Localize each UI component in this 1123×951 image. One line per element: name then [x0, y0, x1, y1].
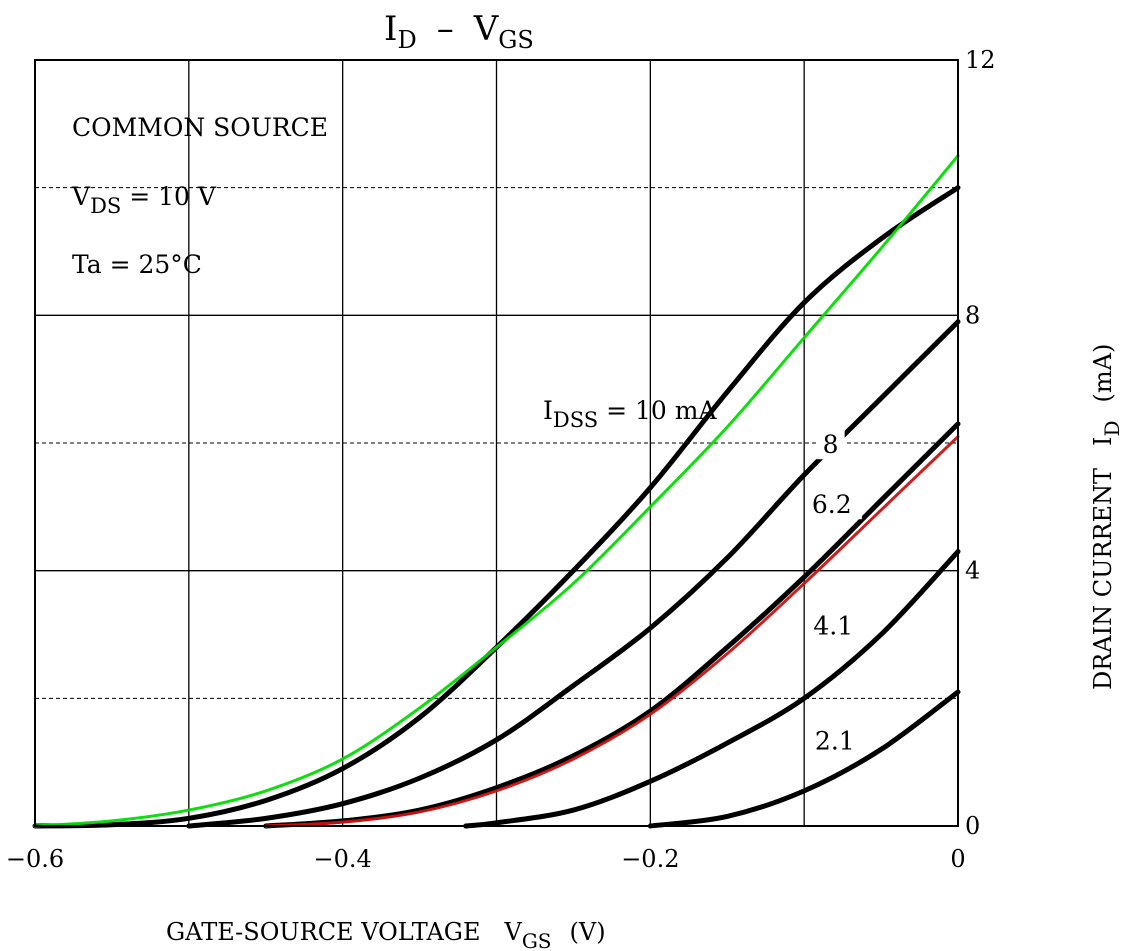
series-label-6: 2.1: [815, 726, 855, 755]
y-tick-label-1: 4: [965, 557, 980, 585]
series-label-3: 6.2: [812, 490, 852, 519]
x-tick-label-1: −0.4: [314, 845, 372, 873]
series-label-bg-6: [808, 724, 865, 756]
series-line-3: [263, 421, 961, 829]
frame-layer: [34, 59, 959, 827]
plot-frame: [34, 59, 959, 827]
idss-label: IDSS = 10 mA: [543, 396, 717, 432]
condition-common-source: COMMON SOURCE: [72, 113, 328, 142]
condition-vds: VDS = 10 V: [71, 182, 217, 218]
series-label-2: 8: [823, 430, 839, 459]
curve-label-layer: 8 6.2 4.1 2.1: [805, 428, 865, 756]
series-label-bg-2: [816, 428, 845, 460]
series-line-4: [264, 435, 960, 828]
series-line-5: [463, 549, 961, 829]
series-line-1: [33, 154, 960, 828]
x-tick-label-3: 0: [950, 845, 965, 873]
grid-layer: [35, 60, 958, 826]
y-tick-label-3: 12: [965, 46, 996, 74]
y-tick-label-2: 8: [965, 301, 980, 329]
series-line-6: [647, 689, 961, 829]
series-label-bg-5: [807, 609, 864, 641]
series-line-0: [32, 185, 961, 829]
tick-layer: −0.6 −0.4 −0.2 00 4 8 12: [6, 46, 996, 873]
x-tick-label-2: −0.2: [621, 845, 679, 873]
x-axis-label: GATE-SOURCE VOLTAGE VGS (V): [166, 918, 606, 951]
y-tick-label-0: 0: [965, 812, 980, 840]
chart-title: ID – VGS: [384, 9, 534, 54]
text-layer: ID – VGS COMMON SOURCE VDS = 10 V Ta = 25°…: [71, 9, 1123, 951]
series-label-5: 4.1: [813, 612, 853, 641]
x-tick-label-0: −0.6: [6, 845, 64, 873]
y-axis-label: DRAIN CURRENTID(mA): [1089, 344, 1123, 690]
condition-ta: Ta = 25°C: [72, 250, 202, 279]
series-label-bg-3: [805, 488, 862, 520]
